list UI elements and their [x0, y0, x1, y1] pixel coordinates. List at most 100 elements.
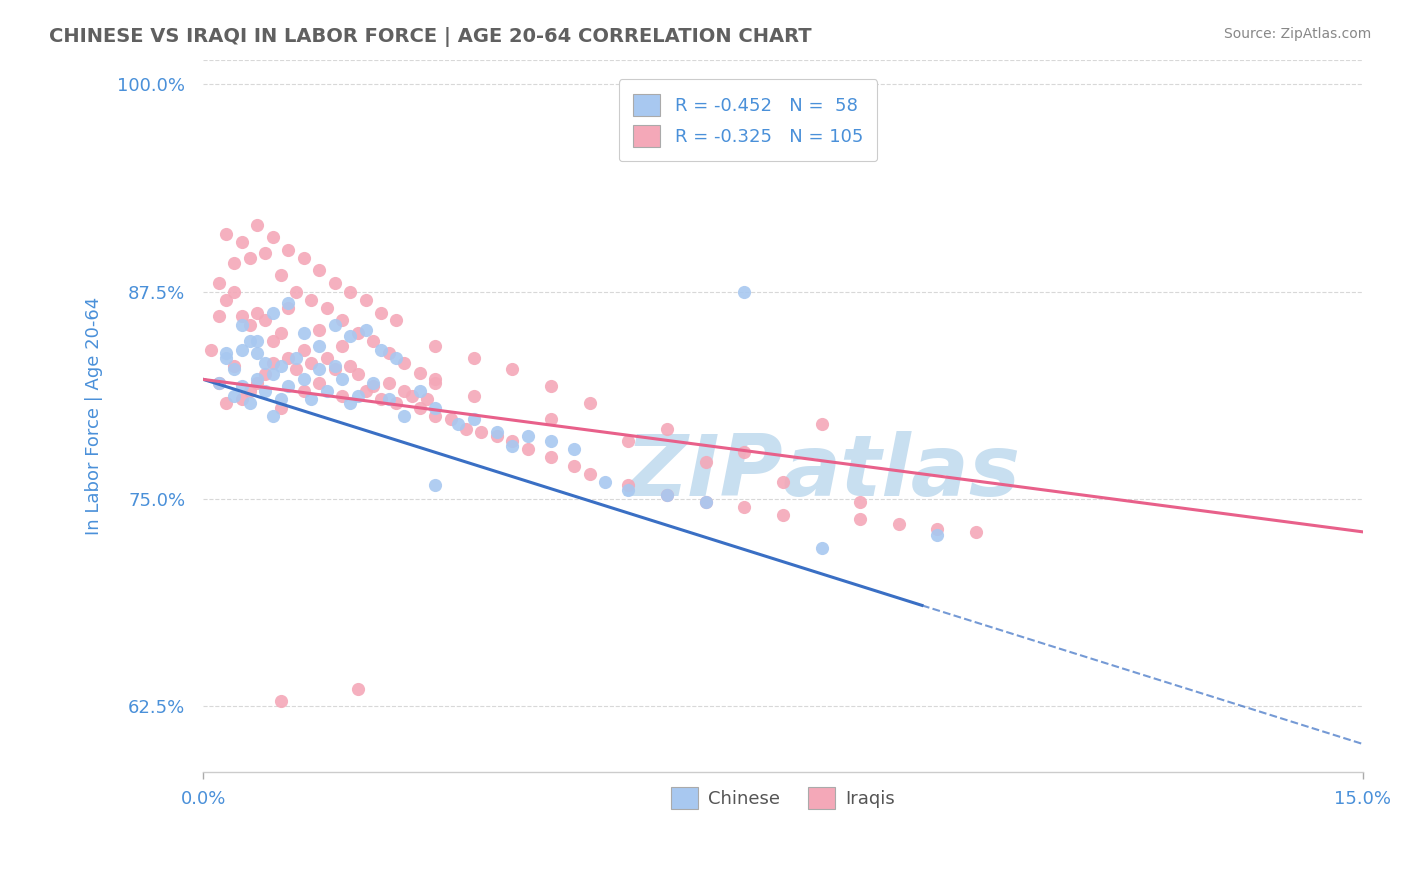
Point: [254, 312, 277, 326]
Point: [215, 351, 238, 365]
Point: [408, 384, 430, 398]
Point: [200, 343, 222, 357]
Point: [346, 368, 368, 382]
Point: [655, 488, 678, 502]
Point: [308, 362, 330, 376]
Point: [377, 376, 399, 390]
Point: [339, 395, 361, 409]
Point: [562, 442, 585, 456]
Point: [392, 384, 415, 398]
Point: [408, 401, 430, 415]
Point: [323, 362, 346, 376]
Point: [231, 392, 253, 407]
Point: [277, 243, 299, 257]
Point: [308, 263, 330, 277]
Point: [246, 219, 269, 233]
Point: [423, 376, 446, 390]
Point: [346, 682, 368, 697]
Point: [454, 422, 477, 436]
Point: [330, 312, 353, 326]
Point: [215, 346, 238, 360]
Point: [346, 326, 368, 340]
Point: [540, 412, 562, 426]
Point: [308, 339, 330, 353]
Point: [354, 293, 377, 307]
Point: [439, 412, 461, 426]
Point: [516, 442, 538, 456]
Point: [231, 310, 253, 324]
Point: [270, 268, 292, 282]
Point: [772, 508, 794, 523]
Point: [254, 356, 277, 370]
Point: [215, 293, 238, 307]
Point: [270, 359, 292, 373]
Y-axis label: In Labor Force | Age 20-64: In Labor Force | Age 20-64: [86, 297, 103, 535]
Point: [323, 277, 346, 291]
Point: [246, 306, 269, 320]
Point: [292, 252, 315, 266]
Point: [617, 478, 640, 492]
Point: [370, 392, 392, 407]
Point: [270, 401, 292, 415]
Point: [316, 351, 339, 365]
Point: [617, 483, 640, 498]
Point: [361, 379, 384, 393]
Point: [308, 376, 330, 390]
Point: [385, 312, 408, 326]
Point: [447, 417, 470, 431]
Point: [262, 230, 284, 244]
Point: [810, 417, 832, 431]
Point: [370, 306, 392, 320]
Point: [277, 379, 299, 393]
Point: [301, 392, 323, 407]
Point: [423, 409, 446, 423]
Point: [339, 285, 361, 299]
Point: [262, 368, 284, 382]
Point: [285, 285, 308, 299]
Point: [208, 277, 231, 291]
Point: [695, 495, 717, 509]
Point: [733, 285, 755, 299]
Point: [246, 376, 269, 390]
Point: [239, 252, 262, 266]
Point: [215, 395, 238, 409]
Point: [377, 346, 399, 360]
Point: [385, 351, 408, 365]
Point: [215, 227, 238, 241]
Point: [733, 445, 755, 459]
Point: [540, 450, 562, 465]
Point: [655, 422, 678, 436]
Point: [270, 392, 292, 407]
Point: [385, 395, 408, 409]
Point: [224, 256, 246, 270]
Point: [887, 516, 910, 531]
Point: [339, 329, 361, 343]
Point: [246, 346, 269, 360]
Point: [772, 475, 794, 489]
Legend: Chinese, Iraqis: Chinese, Iraqis: [664, 780, 903, 816]
Point: [354, 323, 377, 337]
Point: [292, 384, 315, 398]
Point: [277, 301, 299, 315]
Point: [655, 488, 678, 502]
Point: [285, 362, 308, 376]
Point: [224, 285, 246, 299]
Point: [231, 343, 253, 357]
Point: [401, 389, 423, 403]
Point: [540, 434, 562, 448]
Point: [246, 372, 269, 386]
Point: [423, 401, 446, 415]
Point: [501, 362, 523, 376]
Point: [416, 392, 439, 407]
Text: atlas: atlas: [783, 432, 1021, 515]
Point: [423, 339, 446, 353]
Point: [470, 425, 492, 440]
Point: [270, 326, 292, 340]
Point: [810, 541, 832, 556]
Point: [501, 439, 523, 453]
Point: [224, 359, 246, 373]
Point: [695, 495, 717, 509]
Point: [224, 362, 246, 376]
Point: [308, 323, 330, 337]
Point: [361, 334, 384, 349]
